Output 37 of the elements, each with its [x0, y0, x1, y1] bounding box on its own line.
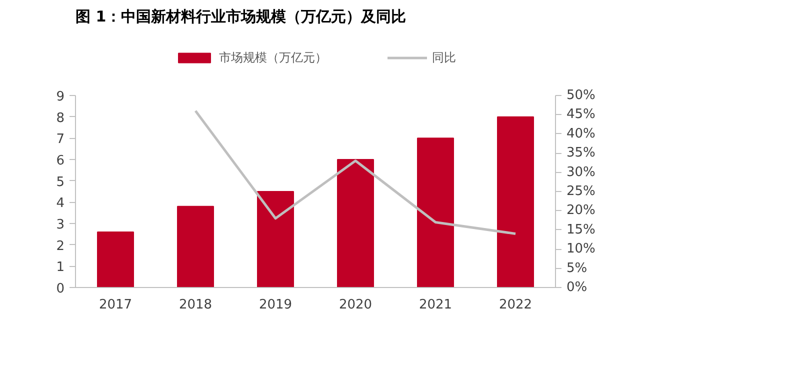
- y-tick-label: 0: [56, 282, 65, 296]
- y2-tick-label: 50%: [566, 88, 596, 103]
- chart-title: 图 1：中国新材料行业市场规模（万亿元）及同比: [76, 8, 406, 26]
- y-tick-label: 6: [56, 154, 65, 168]
- bar: [177, 206, 214, 288]
- y-tick-label: 8: [56, 110, 65, 126]
- x-tick-label: 2019: [258, 298, 292, 312]
- y-tick-label: 1: [56, 260, 65, 276]
- y2-tick-label: 35%: [566, 146, 596, 161]
- y-tick-label: 3: [56, 218, 65, 232]
- x-tick-label: 2018: [178, 298, 212, 312]
- y-tick-label: 9: [56, 90, 65, 104]
- y2-tick-label: 5%: [566, 260, 588, 276]
- line-series: [194, 110, 517, 235]
- y-tick-label: 4: [56, 196, 65, 212]
- legend-label: 市场规模（万亿元）: [219, 49, 327, 66]
- x-tick-label: 2021: [418, 298, 452, 312]
- bar: [97, 232, 134, 288]
- legend-label: 同比: [432, 49, 456, 66]
- bar: [337, 159, 374, 288]
- x-tick-label: 2017: [98, 298, 132, 312]
- y2-tick-label: 10%: [566, 242, 596, 257]
- x-tick-label: 2022: [498, 298, 532, 312]
- y2-tick-label: 0%: [566, 280, 588, 295]
- bar: [257, 191, 294, 288]
- y-tick-label: 2: [56, 238, 65, 254]
- y2-tick-label: 45%: [566, 107, 596, 122]
- y2-tick-label: 30%: [566, 164, 596, 180]
- bar: [497, 116, 534, 288]
- y2-tick-label: 40%: [566, 126, 596, 142]
- y-tick-label: 7: [56, 132, 65, 148]
- y2-tick-label: 25%: [566, 184, 596, 199]
- x-tick-label: 2020: [338, 298, 372, 312]
- y2-tick-label: 15%: [566, 222, 596, 238]
- y2-tick-label: 20%: [566, 203, 596, 218]
- y-tick-label: 5: [56, 174, 65, 190]
- bar: [417, 138, 454, 288]
